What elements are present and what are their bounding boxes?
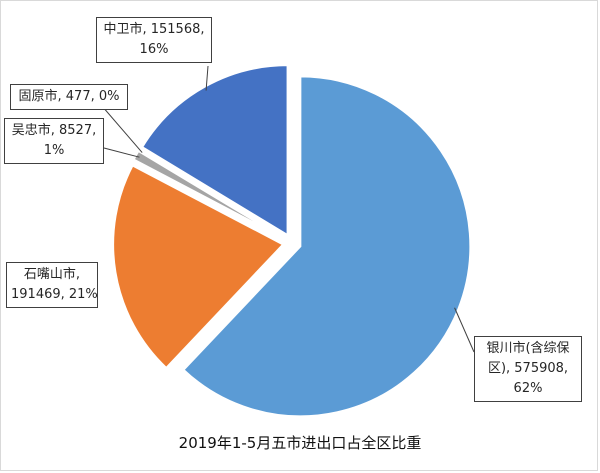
leader-zhongwei bbox=[205, 65, 209, 91]
leader-yinchuan bbox=[454, 307, 475, 353]
slice-zhongwei bbox=[140, 64, 289, 237]
label-yinchuan-line3: 62% bbox=[513, 381, 543, 396]
label-wuzhong: 吴忠市, 8527, 1% bbox=[4, 118, 104, 164]
chart-title: 2019年1-5月五市进出口占全区比重 bbox=[178, 434, 422, 452]
label-zhongwei-line1: 中卫市, 151568, bbox=[103, 22, 205, 37]
label-yinchuan-line1: 银川市(含综保 bbox=[486, 341, 570, 356]
label-wuzhong-line1: 吴忠市, 8527, bbox=[11, 123, 97, 138]
label-guyuan: 固原市, 477, 0% bbox=[10, 84, 128, 110]
leader-guyuan bbox=[101, 105, 143, 153]
label-shizuishan-line1: 石嘴山市, bbox=[23, 267, 81, 282]
slice-shizuishan bbox=[112, 164, 285, 370]
label-zhongwei: 中卫市, 151568, 16% bbox=[96, 17, 212, 63]
slice-yinchuan bbox=[182, 75, 472, 418]
label-guyuan-line1: 固原市, 477, 0% bbox=[18, 89, 120, 104]
slice-guyuan bbox=[137, 148, 285, 240]
leader-wuzhong bbox=[103, 147, 140, 158]
label-wuzhong-line2: 1% bbox=[43, 143, 65, 158]
label-yinchuan-line2: 区), 575908, bbox=[487, 361, 569, 376]
label-yinchuan: 银川市(含综保 区), 575908, 62% bbox=[474, 336, 582, 402]
label-zhongwei-line2: 16% bbox=[139, 42, 169, 57]
label-shizuishan-line2: 191469, 21% bbox=[11, 287, 98, 302]
label-shizuishan: 石嘴山市, 191469, 21% bbox=[6, 262, 98, 308]
